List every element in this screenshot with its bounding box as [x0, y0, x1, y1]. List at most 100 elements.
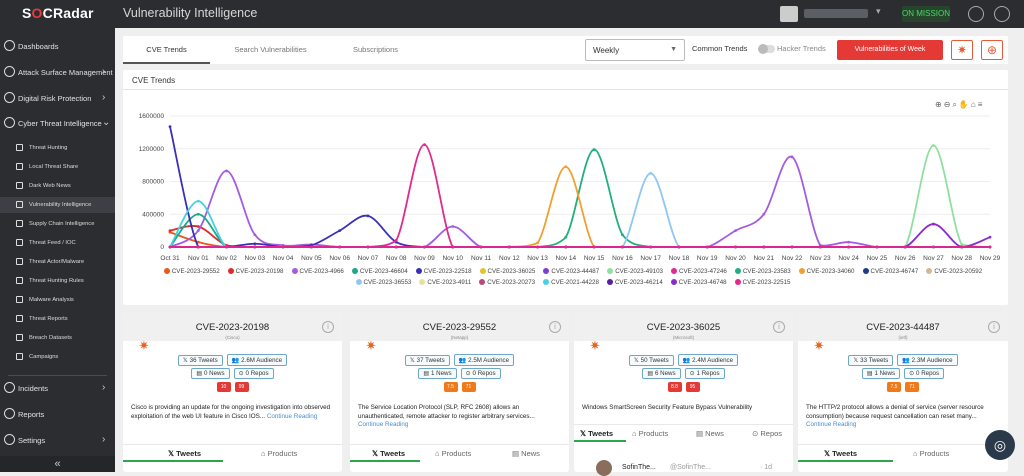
zoom-in-icon[interactable]: ⊕ — [935, 100, 944, 109]
data-point[interactable] — [338, 229, 342, 233]
tab-search-vulnerabilities[interactable]: Search Vulnerabilities — [234, 45, 307, 54]
data-point[interactable] — [960, 245, 964, 249]
legend-item[interactable]: CVE-2023-36025 — [479, 266, 535, 277]
tab-products[interactable]: ⌂ Products — [261, 449, 298, 458]
series-line[interactable] — [169, 200, 990, 248]
data-point[interactable] — [734, 229, 737, 233]
tab-news[interactable]: ▤ News — [512, 449, 540, 458]
tab-products[interactable]: ⌂ Products — [632, 429, 669, 438]
sidebar-sub-hunting-rules[interactable]: Threat Hunting Rules — [0, 273, 115, 289]
sidebar-sub-threat-hunting[interactable]: Threat Hunting — [0, 140, 115, 156]
data-point[interactable] — [677, 245, 681, 249]
data-point[interactable] — [988, 245, 992, 249]
series-line[interactable] — [169, 213, 990, 248]
cve-id[interactable]: CVE-2023-36025 — [646, 322, 721, 333]
data-point[interactable] — [536, 241, 539, 245]
legend-item[interactable]: CVE-2023-20198 — [227, 266, 284, 277]
tweet-avatar[interactable] — [596, 460, 612, 476]
data-point[interactable] — [168, 125, 172, 129]
chevron-down-icon[interactable]: ▾ — [876, 6, 881, 16]
data-point[interactable] — [507, 245, 511, 249]
trends-toggle[interactable] — [758, 44, 775, 54]
add-button[interactable]: ⊕ — [981, 40, 1003, 60]
data-point[interactable] — [394, 239, 398, 242]
legend-item[interactable]: CVE-2021-44228 — [543, 277, 599, 288]
data-point[interactable] — [196, 245, 200, 249]
legend-item[interactable]: CVE-2023-46214 — [606, 277, 663, 288]
sidebar-item-cti[interactable]: Cyber Threat Intelligence ⌄ — [0, 115, 115, 133]
menu-icon[interactable]: ≡ — [977, 100, 985, 109]
sidebar-sub-dark-web-news[interactable]: Dark Web News — [0, 178, 115, 194]
common-trends-label[interactable]: Common Trends — [692, 44, 748, 53]
cve-id[interactable]: CVE-2023-29552 — [422, 322, 497, 333]
notification-icon[interactable] — [994, 6, 1010, 22]
zoom-out-icon[interactable]: ⊖ — [943, 100, 953, 109]
period-select[interactable]: Weekly ▼ — [585, 39, 685, 61]
data-point[interactable] — [253, 245, 257, 249]
data-point[interactable] — [168, 229, 172, 233]
zoom-select-icon[interactable]: ⌕ — [952, 100, 959, 109]
data-point[interactable] — [762, 245, 766, 249]
data-point[interactable] — [253, 242, 257, 246]
data-point[interactable] — [875, 245, 879, 249]
data-point[interactable] — [790, 155, 794, 159]
legend-item[interactable]: CVE-2023-47246 — [671, 266, 727, 277]
sidebar-sub-vulnerability-intelligence[interactable]: Vulnerability Intelligence — [0, 197, 115, 213]
legend-item[interactable]: CVE-2023-36553 — [355, 277, 411, 288]
data-point[interactable] — [253, 233, 257, 237]
sidebar-sub-campaigns[interactable]: Campaigns — [0, 349, 115, 365]
sidebar-item-dashboards[interactable]: Dashboards — [0, 38, 115, 56]
collapse-sidebar-button[interactable]: « — [0, 456, 115, 472]
data-point[interactable] — [932, 245, 935, 249]
series-line[interactable] — [170, 144, 991, 248]
data-point[interactable] — [394, 245, 398, 249]
sidebar-sub-supply-chain[interactable]: Supply Chain Intelligence — [0, 216, 115, 232]
tab-news[interactable]: ▤ News — [696, 429, 724, 438]
legend-item[interactable]: CVE-2023-22518 — [415, 266, 472, 277]
data-point[interactable] — [649, 171, 653, 175]
data-point[interactable] — [818, 245, 822, 249]
sidebar-item-settings[interactable]: Settings › — [0, 432, 115, 450]
data-point[interactable] — [649, 245, 653, 249]
continue-reading-link[interactable]: Continue Reading — [358, 421, 409, 428]
company-avatar[interactable] — [780, 6, 798, 22]
cve-id[interactable]: CVE-2023-44487 — [866, 322, 940, 333]
info-icon[interactable]: i — [549, 321, 561, 333]
data-point[interactable] — [847, 245, 851, 249]
data-point[interactable] — [621, 233, 624, 237]
tab-cve-trends[interactable]: CVE Trends — [123, 36, 210, 64]
sidebar-sub-threat-reports[interactable]: Threat Reports — [0, 311, 115, 327]
data-point[interactable] — [309, 245, 313, 249]
legend-item[interactable]: CVE-2023-4966 — [291, 266, 344, 277]
data-point[interactable] — [762, 212, 766, 216]
pan-icon[interactable]: ✋ — [958, 100, 971, 109]
legend-item[interactable]: CVE-2023-20273 — [479, 277, 535, 288]
legend-item[interactable]: CVE-2023-44487 — [543, 266, 599, 277]
chart-toolbar[interactable]: ⊕⊖⌕✋⌂≡ — [935, 100, 984, 110]
bug-icon-button[interactable]: ✷ — [951, 40, 973, 60]
home-icon[interactable]: ⌂ — [970, 100, 978, 109]
help-button[interactable]: ◎ — [985, 430, 1015, 460]
data-point[interactable] — [564, 245, 568, 249]
legend-item[interactable]: CVE-2023-34060 — [798, 266, 855, 277]
tab-tweets[interactable]: 𝕏 Tweets — [824, 449, 858, 458]
tab-tweets[interactable]: 𝕏 Tweets — [580, 429, 614, 438]
sidebar-sub-breach-datasets[interactable]: Breach Datasets — [0, 330, 115, 346]
data-point[interactable] — [196, 199, 200, 203]
tab-products[interactable]: ⌂ Products — [435, 449, 472, 458]
data-point[interactable] — [196, 212, 200, 216]
data-point[interactable] — [705, 245, 709, 249]
data-point[interactable] — [536, 245, 539, 249]
legend-item[interactable]: CVE-2023-46604 — [351, 266, 408, 277]
legend-item[interactable]: CVE-2023-4911 — [419, 277, 471, 288]
company-name[interactable] — [804, 9, 868, 18]
logo[interactable]: SOCRadar — [22, 5, 94, 21]
data-point[interactable] — [564, 235, 568, 239]
info-icon[interactable]: i — [988, 321, 1000, 333]
legend-item[interactable]: CVE-2023-22515 — [734, 277, 790, 288]
data-point[interactable] — [281, 245, 285, 249]
sidebar-sub-threat-actor[interactable]: Threat Actor/Malware — [0, 254, 115, 270]
data-point[interactable] — [225, 245, 228, 249]
tab-tweets[interactable]: 𝕏 Tweets — [372, 449, 406, 458]
tab-tweets[interactable]: 𝕏 Tweets — [168, 449, 202, 458]
